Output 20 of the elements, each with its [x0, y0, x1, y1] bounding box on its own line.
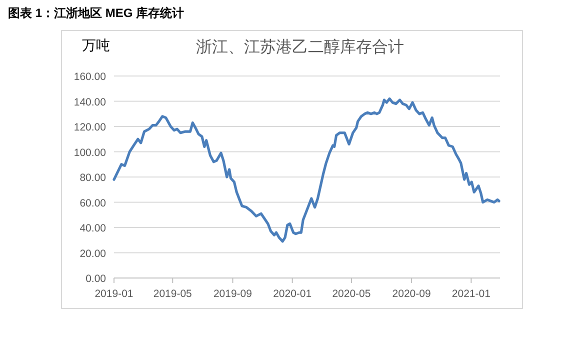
- text: 图表 1：江浙地区 MEG 库存统计: [8, 6, 184, 20]
- y-tick-label: 160.00: [74, 71, 106, 83]
- y-tick-label: 0.00: [86, 273, 106, 285]
- y-tick-label: 20.00: [80, 248, 106, 260]
- x-tick-label: 2020-01: [273, 288, 312, 300]
- y-tick-label: 140.00: [74, 96, 106, 108]
- x-tick-label: 2020-09: [392, 288, 431, 300]
- chart-title: 浙江、江苏港乙二醇库存合计: [196, 38, 404, 56]
- x-tick-label: 2020-05: [332, 288, 371, 300]
- x-tick-label: 2021-01: [452, 288, 491, 300]
- y-tick-label: 80.00: [80, 172, 106, 184]
- y-tick-label: 60.00: [80, 197, 106, 210]
- y-tick-label: 100.00: [74, 146, 106, 159]
- x-tick-label: 2019-05: [153, 288, 192, 300]
- y-tick-label: 120.00: [74, 122, 106, 134]
- x-tick-label: 2019-09: [213, 288, 252, 300]
- line-series: [112, 97, 500, 243]
- x-tick-label: 2019-01: [94, 288, 134, 300]
- y-axis-title: 万吨: [82, 37, 110, 53]
- y-tick-label: 40.00: [80, 222, 106, 234]
